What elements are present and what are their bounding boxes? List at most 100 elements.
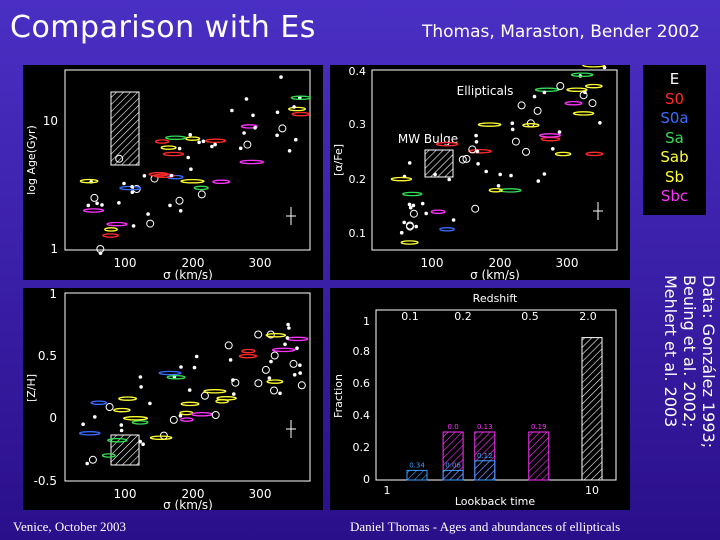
data-point (254, 330, 263, 339)
data-point (187, 388, 192, 392)
data-point (430, 209, 446, 214)
data-point (447, 177, 451, 182)
data-point (165, 135, 187, 140)
y-axis-label: [Z/H] (25, 374, 38, 402)
x-tick-label: 100 (114, 256, 137, 270)
data-point (158, 370, 182, 376)
data-point (510, 127, 515, 132)
data-point (178, 209, 183, 213)
data-point (197, 140, 201, 145)
data-point (90, 193, 99, 202)
data-point (458, 155, 467, 164)
data-point (175, 196, 184, 205)
data-point (131, 420, 149, 425)
data-point (141, 442, 145, 446)
data-point (193, 185, 209, 191)
data-point (534, 87, 560, 93)
data-point (295, 346, 299, 350)
data-point (411, 203, 416, 208)
data-point (588, 99, 597, 108)
data-point (238, 353, 258, 359)
data-point (244, 97, 249, 101)
data-point (278, 124, 287, 133)
error-bar (286, 420, 296, 438)
data-point (275, 110, 280, 115)
data-point (211, 411, 220, 419)
data-point (239, 159, 264, 165)
bulge-region (424, 149, 454, 178)
data-point (279, 75, 283, 79)
data-point (162, 151, 184, 157)
data-point (484, 169, 488, 174)
data-source-text: Data: González 1993; Beuing et al. 2002;… (661, 275, 718, 525)
x-axis-label: σ (km/s) (470, 268, 520, 280)
age-sigma-chart: 100 200 300 1 10 σ (km/s) log Age(Gyr) (25, 69, 312, 280)
fraction-histogram-chart: Redshift 0.1 0.2 0.5 2.0 0 0.2 0.4 0.6 0… (332, 292, 617, 508)
data-point (556, 82, 565, 90)
data-point (407, 202, 412, 207)
y-tick-label: 0.4 (353, 409, 371, 422)
data-point (551, 147, 555, 151)
data-point (119, 423, 124, 427)
data-point (232, 392, 236, 396)
data-point (138, 375, 143, 379)
plot-frame (371, 69, 618, 251)
data-point (585, 151, 604, 157)
x-tick-label: 200 (489, 256, 512, 270)
data-point (522, 147, 530, 156)
data-point (113, 407, 131, 413)
data-point (241, 348, 256, 354)
data-point (231, 378, 235, 382)
data-point (517, 101, 526, 110)
plot-frame (375, 309, 617, 481)
top-axis-label: Redshift (473, 292, 518, 305)
data-point (131, 224, 136, 228)
bar-value-label: 0.19 (531, 423, 547, 431)
data-point (210, 144, 214, 149)
data-point (146, 212, 150, 216)
data-point (289, 359, 298, 368)
y-axis-label: log Age(Gyr) (25, 125, 38, 195)
x-tick-label: 300 (249, 256, 272, 270)
x-tick-label: 10 (585, 484, 599, 497)
data-point (468, 148, 492, 154)
data-point (122, 181, 126, 186)
data-point (286, 322, 290, 327)
data-point (119, 428, 124, 433)
data-point (148, 401, 152, 406)
x-tick-label: 200 (182, 487, 205, 501)
x-axis-label: Lookback time (455, 495, 535, 508)
data-point (180, 417, 194, 422)
data-point (402, 191, 423, 197)
data-point (297, 381, 306, 390)
data-point (188, 132, 192, 137)
y-tick-label: 1 (363, 315, 370, 328)
legend-item: Sb (664, 167, 685, 186)
x-axis-label: σ (km/s) (163, 498, 213, 510)
bar-value-label: 0.13 (477, 423, 493, 431)
data-point (95, 201, 99, 206)
data-point (180, 178, 205, 184)
data-point (292, 373, 297, 377)
data-point (298, 371, 303, 375)
data-point (100, 203, 104, 207)
y-tick-label: 0 (363, 473, 370, 486)
data-point (142, 174, 147, 178)
data-point (201, 139, 206, 144)
data-point (287, 149, 292, 153)
data-point (476, 162, 480, 166)
data-point (122, 416, 149, 421)
data-point (177, 146, 182, 151)
data-point (168, 203, 172, 208)
data-point (178, 413, 183, 418)
data-point (180, 401, 200, 407)
data-point (104, 227, 118, 232)
data-point (435, 141, 459, 147)
histogram-bar (581, 337, 603, 481)
data-point (81, 422, 85, 426)
data-point (290, 95, 312, 101)
data-point (286, 336, 309, 342)
data-point (475, 149, 480, 154)
data-point (240, 124, 259, 129)
plot-frame (64, 292, 311, 482)
